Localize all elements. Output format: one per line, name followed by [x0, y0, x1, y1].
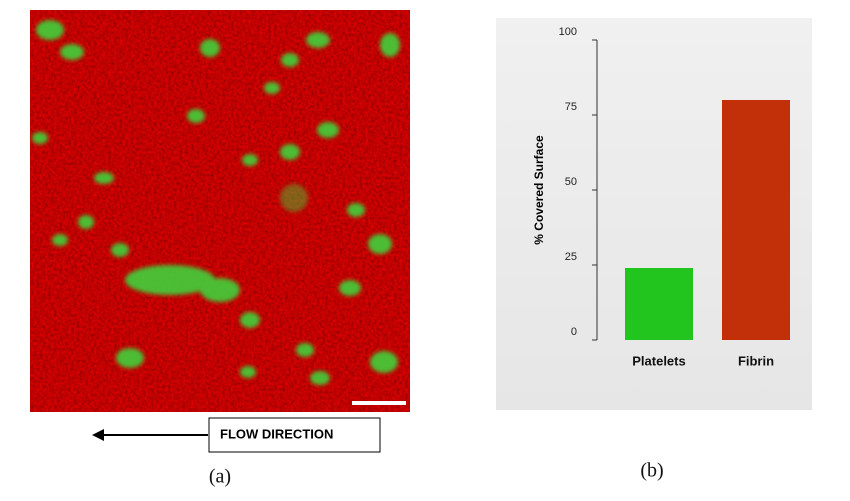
panel-label: (b): [640, 460, 663, 482]
flow-box: [208, 417, 381, 453]
scale-bar: [352, 401, 406, 405]
fibrin-texture: [30, 10, 410, 412]
bar: [722, 100, 790, 340]
micrograph: [30, 10, 410, 412]
y-tick-label: 0: [571, 326, 577, 338]
y-tick-label: 50: [565, 176, 577, 188]
y-axis-label: % Covered Surface: [532, 135, 546, 245]
flow-label: FLOW DIRECTION: [220, 426, 333, 441]
platelet-clusters: [32, 20, 400, 385]
x-tick-label: Fibrin: [738, 353, 774, 368]
y-tick-label: 100: [559, 26, 577, 38]
y-tick-label: 25: [565, 251, 577, 263]
x-tick-label: Platelets: [632, 353, 685, 368]
panel-label: (a): [209, 466, 231, 488]
plot: 0 25 50 75 100 Platelets Fibrin: [559, 26, 790, 368]
bar: [625, 268, 693, 340]
y-tick-label: 75: [565, 101, 577, 113]
flow-arrow-head: [92, 429, 104, 441]
